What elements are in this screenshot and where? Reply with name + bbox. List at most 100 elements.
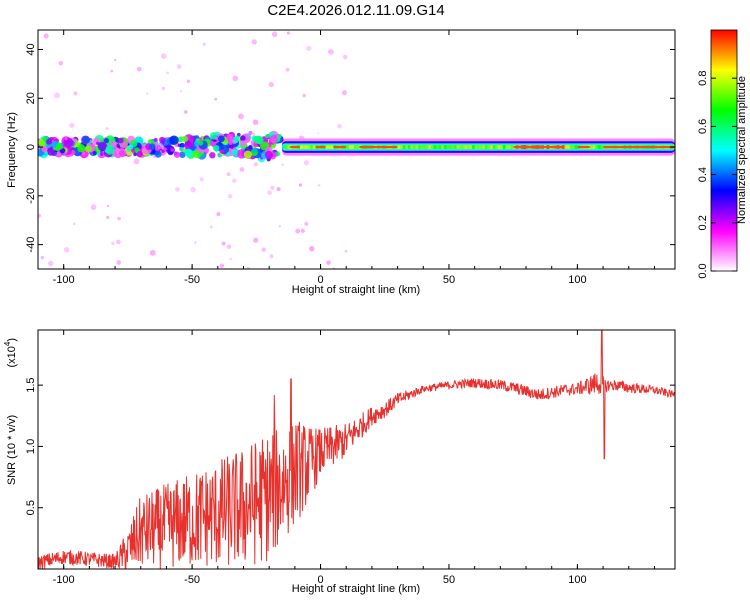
spectrogram-band-cell (287, 145, 291, 150)
snr-x-label: Height of straight line (km) (292, 583, 420, 595)
spectrogram-faint-dot (226, 172, 231, 177)
spectrogram-faint-dot (105, 127, 109, 130)
spectrogram-band-cell (497, 145, 501, 150)
spectrogram-blob (219, 149, 224, 154)
spectrogram-band-cell (441, 145, 445, 150)
spectrogram-faint-dot (227, 193, 233, 199)
spectrogram-marks (38, 31, 675, 269)
spectrogram-blob (226, 152, 231, 157)
spectrogram-hot-segment (513, 145, 565, 149)
spectrogram-faint-dot (232, 178, 237, 183)
snr-frame (37, 329, 676, 570)
spectrogram-blob (209, 151, 216, 159)
snr-x-tick-label: -100 (53, 574, 75, 586)
spectrogram-faint-dot (202, 42, 206, 46)
spectrogram-blob (38, 140, 46, 148)
spectrogram-band-cell (348, 145, 352, 150)
spectrogram-blob (154, 150, 162, 158)
spectrogram-band-cell (484, 145, 488, 150)
spectrogram-faint-dot (300, 228, 305, 233)
snr-scale-exponent: 4 (3, 341, 12, 346)
spectrogram-faint-dot (115, 239, 121, 245)
spectrogram-band-cell (423, 145, 427, 150)
spectrogram-faint-dot (327, 49, 334, 55)
spectrogram-faint-dot (317, 184, 321, 187)
spectrogram-faint-dot (309, 245, 315, 252)
spectrogram-faint-dot (166, 71, 169, 75)
spectrogram-hot-segment (315, 145, 326, 149)
spectrogram-faint-dot (252, 132, 256, 136)
spectrogram-faint-dot (38, 213, 42, 218)
spectrogram-band-cell (282, 145, 285, 150)
spectrogram-faint-dot (342, 54, 348, 60)
spectrogram-band-cell (495, 145, 499, 150)
spectrogram-hot-segment (359, 145, 398, 149)
spectrogram-blob (236, 149, 247, 159)
spectrogram-x-tick-label: 100 (568, 274, 586, 286)
spectrogram-y-tick-label: -20 (25, 188, 37, 204)
spectrogram-faint-dot (219, 263, 225, 268)
spectrogram-faint-dot (64, 137, 68, 141)
spectrogram-band-cell (572, 145, 576, 150)
spectrogram-band-cell (418, 145, 422, 150)
spectrogram-faint-dot (161, 86, 166, 91)
spectrogram-y-ticks: -40 -20 0 20 40 (25, 43, 675, 253)
spectrogram-faint-dot (48, 260, 54, 267)
spectrogram-band-cell (597, 145, 601, 150)
spectrogram-blob (215, 136, 219, 141)
spectrogram-band-cell (461, 145, 465, 150)
spectrogram-faint-dot (58, 60, 63, 66)
spectrogram-blob (269, 135, 278, 144)
spectrogram-blob (99, 139, 104, 143)
spectrogram-faint-dot (184, 110, 188, 114)
spectrogram-faint-dot (337, 123, 342, 129)
spectrogram-faint-dot (278, 225, 282, 228)
spectrogram-blob (63, 137, 74, 148)
spectrogram-blob (277, 134, 282, 139)
spectrogram-faint-dot (295, 228, 301, 234)
spectrogram-blob (240, 135, 246, 141)
spectrogram-faint-dot (179, 90, 183, 93)
snr-scale-prefix: (x10 (6, 346, 18, 367)
spectrogram-y-tick-label: 0 (25, 144, 37, 150)
spectrogram-band-cell (438, 145, 442, 150)
spectrogram-faint-dot (281, 163, 284, 166)
spectrogram-blob (84, 145, 93, 153)
spectrogram-band-cell (569, 145, 573, 150)
spectrogram-band-cell (299, 145, 303, 150)
spectrogram-blob (248, 130, 253, 136)
snr-y-tick-label: 0.5 (25, 500, 37, 515)
spectrogram-blob (229, 144, 234, 149)
spectrogram-band-cell (353, 145, 357, 150)
spectrogram-faint-dot (229, 257, 233, 261)
spectrogram-faint-dot (270, 185, 275, 190)
spectrogram-frame (37, 29, 676, 270)
spectrogram-faint-dot (73, 222, 76, 226)
spectrogram-band-cell (600, 145, 604, 150)
spectrogram-blob (218, 135, 225, 143)
spectrogram-faint-dot (209, 225, 213, 229)
spectrogram-band-cell (436, 145, 440, 150)
spectrogram-faint-dot (253, 162, 258, 167)
spectrogram-faint-dot (175, 187, 180, 192)
spectrogram-faint-dot (146, 92, 149, 95)
colorbar: 0.0 0.2 0.4 0.6 0.8 Normalized spectral ampl… (697, 29, 748, 279)
spectrogram-band-cell (454, 145, 458, 150)
spectrogram-blob (117, 137, 124, 144)
spectrogram-blob (231, 149, 238, 156)
spectrogram-blob (243, 150, 252, 159)
spectrogram-blob (105, 145, 115, 155)
spectrogram-band-cell (407, 145, 411, 150)
snr-y-tick-label: 1.5 (25, 378, 37, 393)
spectrogram-faint-dot (110, 69, 114, 73)
spectrogram-band-cell (413, 145, 416, 150)
spectrogram-x-ticks: -100 -50 0 50 100 (37, 30, 655, 286)
snr-x-tick-label: 50 (443, 574, 455, 586)
spectrogram-blob (130, 148, 136, 153)
spectrogram-blob (212, 145, 220, 152)
spectrogram-faint-dot (194, 241, 197, 244)
spectrogram-band-cell (312, 145, 316, 150)
spectrogram-blob (265, 134, 270, 139)
spectrogram-blob (264, 150, 274, 160)
colorbar-tick-label: 0.6 (697, 119, 709, 134)
